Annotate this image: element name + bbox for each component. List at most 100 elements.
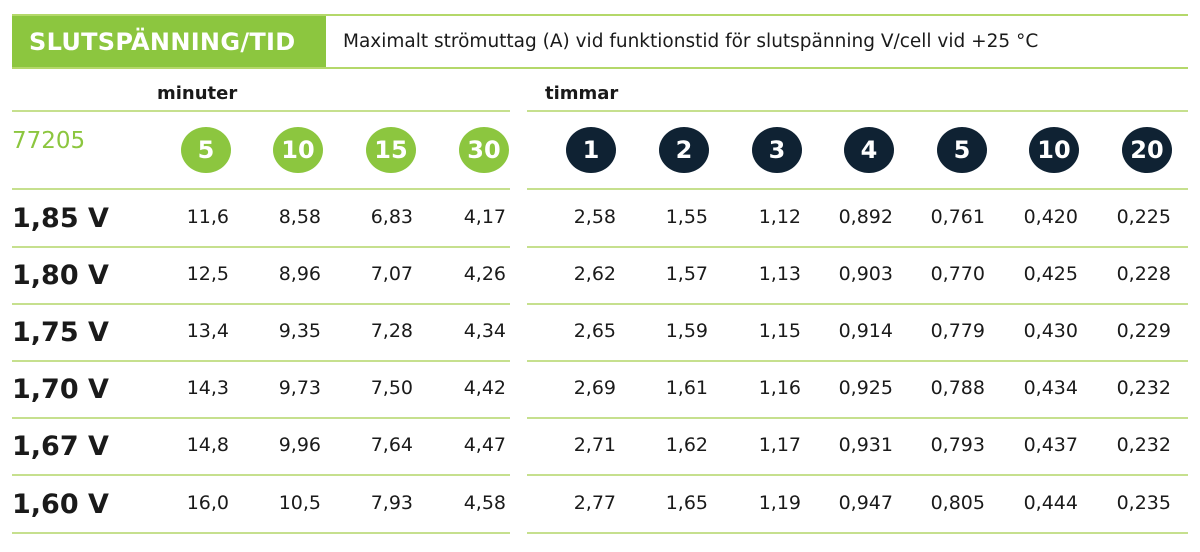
table-cell: 14,3	[186, 377, 229, 399]
row-divider	[527, 532, 1188, 534]
table-cell: 2,71	[573, 434, 616, 456]
table-cell: 1,13	[758, 263, 801, 285]
minutes-column-badge: 15	[366, 127, 416, 173]
table-cell: 4,34	[463, 320, 506, 342]
table-cell: 0,232	[1116, 434, 1171, 456]
table-cell: 0,232	[1116, 377, 1171, 399]
hours-column-badge: 5	[937, 127, 987, 173]
header-top-rule	[12, 14, 1188, 16]
row-voltage-label: 1,70 V	[12, 374, 109, 405]
page-title: SLUTSPÄNNING/TID	[29, 27, 296, 56]
table-cell: 9,35	[278, 320, 321, 342]
table-cell: 0,892	[838, 206, 893, 228]
table-cell: 0,793	[930, 434, 985, 456]
table-cell: 4,58	[463, 492, 506, 514]
table-cell: 1,62	[665, 434, 708, 456]
table-cell: 4,17	[463, 206, 506, 228]
table-cell: 2,58	[573, 206, 616, 228]
table-cell: 1,65	[665, 492, 708, 514]
row-divider	[12, 417, 510, 419]
row-divider	[527, 188, 1188, 190]
table-cell: 1,61	[665, 377, 708, 399]
table-cell: 0,914	[838, 320, 893, 342]
table-cell: 9,73	[278, 377, 321, 399]
hours-column-badge: 2	[659, 127, 709, 173]
table-cell: 0,925	[838, 377, 893, 399]
title-box: SLUTSPÄNNING/TID	[12, 16, 326, 67]
table-cell: 2,77	[573, 492, 616, 514]
row-divider	[12, 360, 510, 362]
table-cell: 6,83	[370, 206, 413, 228]
table-cell: 7,28	[370, 320, 413, 342]
hours-group-label: timmar	[545, 83, 619, 104]
table-cell: 0,228	[1116, 263, 1171, 285]
table-cell: 4,42	[463, 377, 506, 399]
row-divider	[527, 360, 1188, 362]
row-divider	[527, 474, 1188, 476]
table-cell: 0,235	[1116, 492, 1171, 514]
row-divider	[12, 303, 510, 305]
row-voltage-label: 1,80 V	[12, 260, 109, 291]
row-voltage-label: 1,60 V	[12, 489, 109, 520]
hours-column-badge: 10	[1029, 127, 1079, 173]
table-cell: 9,96	[278, 434, 321, 456]
table-cell: 0,947	[838, 492, 893, 514]
table-cell: 2,65	[573, 320, 616, 342]
table-cell: 0,788	[930, 377, 985, 399]
table-cell: 0,770	[930, 263, 985, 285]
table-cell: 12,5	[186, 263, 229, 285]
table-cell: 4,47	[463, 434, 506, 456]
row-divider	[527, 303, 1188, 305]
page-subtitle: Maximalt strömuttag (A) vid funktionstid…	[343, 31, 1039, 52]
table-cell: 0,805	[930, 492, 985, 514]
row-divider	[12, 246, 510, 248]
table-cell: 7,50	[370, 377, 413, 399]
table-cell: 14,8	[186, 434, 229, 456]
table-cell: 1,19	[758, 492, 801, 514]
row-voltage-label: 1,75 V	[12, 317, 109, 348]
row-divider	[527, 246, 1188, 248]
table-cell: 4,26	[463, 263, 506, 285]
part-number: 77205	[12, 128, 86, 154]
table-cell: 7,93	[370, 492, 413, 514]
table-cell: 13,4	[186, 320, 229, 342]
table-cell: 10,5	[278, 492, 321, 514]
table-cell: 0,444	[1023, 492, 1078, 514]
table-cell: 1,15	[758, 320, 801, 342]
table-cell: 8,58	[278, 206, 321, 228]
table-cell: 0,420	[1023, 206, 1078, 228]
table-cell: 0,225	[1116, 206, 1171, 228]
table-cell: 0,437	[1023, 434, 1078, 456]
row-voltage-label: 1,67 V	[12, 431, 109, 462]
minutes-group-label: minuter	[157, 83, 238, 104]
table-cell: 7,07	[370, 263, 413, 285]
table-cell: 2,62	[573, 263, 616, 285]
table-cell: 8,96	[278, 263, 321, 285]
table-cell: 2,69	[573, 377, 616, 399]
row-divider	[12, 188, 510, 190]
row-voltage-label: 1,85 V	[12, 203, 109, 234]
table-cell: 1,55	[665, 206, 708, 228]
table-cell: 0,761	[930, 206, 985, 228]
hours-column-badge: 20	[1122, 127, 1172, 173]
minutes-column-badge: 30	[459, 127, 509, 173]
table-cell: 0,434	[1023, 377, 1078, 399]
hours-column-badge: 3	[752, 127, 802, 173]
table-cell: 0,425	[1023, 263, 1078, 285]
minutes-column-badge: 5	[181, 127, 231, 173]
table-cell: 16,0	[186, 492, 229, 514]
table-cell: 11,6	[186, 206, 229, 228]
table-cell: 0,229	[1116, 320, 1171, 342]
hours-column-badge: 4	[844, 127, 894, 173]
minutes-column-badge: 10	[273, 127, 323, 173]
table-cell: 1,12	[758, 206, 801, 228]
hours-group-rule	[527, 110, 1188, 112]
table-cell: 7,64	[370, 434, 413, 456]
row-divider	[527, 417, 1188, 419]
header-bottom-rule	[12, 67, 1188, 69]
row-divider	[12, 474, 510, 476]
table-cell: 1,16	[758, 377, 801, 399]
table-cell: 0,903	[838, 263, 893, 285]
table-cell: 1,59	[665, 320, 708, 342]
table-cell: 0,779	[930, 320, 985, 342]
